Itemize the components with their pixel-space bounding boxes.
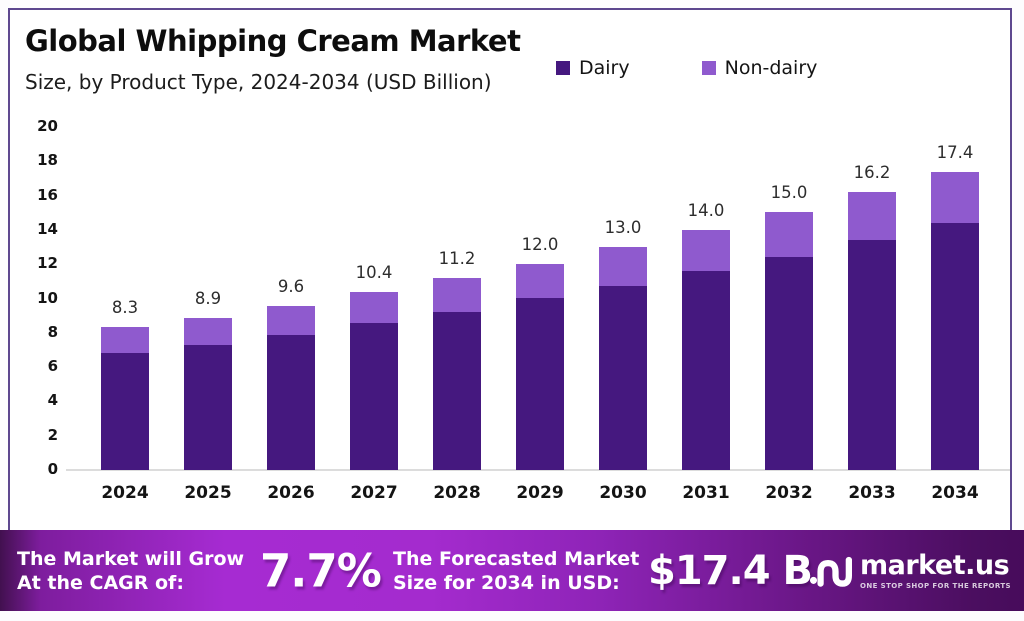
bar-total-label-2034: 17.4 [936,143,974,162]
bar-segment-nondairy-2029 [516,264,564,298]
bar-segment-dairy-2028 [433,312,481,470]
bar-total-label-2024: 8.3 [111,298,139,317]
x-axis-label-2031: 2031 [682,483,730,503]
bar-total-label-2030: 13.0 [604,218,642,237]
bar-segment-dairy-2025 [184,345,232,470]
x-axis-line [66,469,1010,471]
y-axis-tick-16: 16 [37,185,58,204]
bar-total-label-2032: 15.0 [770,183,808,202]
y-axis-tick-8: 8 [47,322,58,341]
forecast-label: The Forecasted Market Size for 2034 in U… [393,547,639,595]
y-axis-tick-12: 12 [37,254,58,273]
brand-tagline: ONE STOP SHOP FOR THE REPORTS [860,581,1011,590]
x-axis-label-2032: 2032 [765,483,813,503]
y-axis-tick-20: 20 [37,117,58,135]
chart-frame-border [8,8,1012,608]
x-axis-label-2028: 2028 [433,483,481,503]
bar-segment-dairy-2024 [101,353,149,470]
bar-segment-dairy-2033 [848,240,896,470]
x-axis-label-2027: 2027 [350,483,398,503]
legend-item-nondairy: Non-dairy [701,57,818,79]
legend: Dairy Non-dairy [556,57,817,79]
x-axis-label-2034: 2034 [931,483,979,503]
forecast-label-line2: Size for 2034 in USD: [393,571,620,594]
dairy-swatch-icon [556,61,570,75]
x-axis-label-2033: 2033 [848,483,896,503]
bar-segment-nondairy-2032 [765,212,813,257]
forecast-label-line1: The Forecasted Market [393,547,640,570]
bar-segment-nondairy-2024 [101,327,149,353]
legend-item-dairy: Dairy [556,57,630,79]
y-axis-tick-6: 6 [47,357,58,376]
x-axis-label-2025: 2025 [184,483,232,503]
brand-name: market.us [860,549,1010,581]
y-axis-tick-4: 4 [47,391,58,410]
brand-text-block: market.us ONE STOP SHOP FOR THE REPORTS [860,549,1011,590]
bar-segment-dairy-2026 [267,335,315,470]
bar-segment-nondairy-2033 [848,192,896,240]
cagr-label-line1: The Market will Grow [17,547,245,570]
x-axis-label-2026: 2026 [267,483,315,503]
x-axis-label-2029: 2029 [516,483,564,503]
bar-total-label-2028: 11.2 [438,249,476,268]
bar-segment-dairy-2034 [931,223,979,470]
y-axis-tick-2: 2 [47,425,58,444]
bar-segment-nondairy-2031 [682,230,730,271]
chart-title: Global Whipping Cream Market [25,24,521,58]
legend-label-nondairy: Non-dairy [724,57,818,79]
y-axis-tick-0: 0 [47,460,58,478]
bar-segment-nondairy-2028 [433,278,481,312]
bar-total-label-2033: 16.2 [853,163,891,182]
bar-segment-nondairy-2026 [267,306,315,335]
bar-segment-dairy-2030 [599,286,647,470]
cagr-label: The Market will Grow At the CAGR of: [17,547,244,595]
cagr-label-line2: At the CAGR of: [17,571,184,594]
bar-segment-dairy-2031 [682,271,730,470]
footer-banner: The Market will Grow At the CAGR of: 7.7… [0,530,1024,611]
bar-segment-dairy-2027 [350,323,398,470]
x-axis-label-2024: 2024 [101,483,149,503]
bar-segment-dairy-2029 [516,298,564,470]
marketus-logo: market.us ONE STOP SHOP FOR THE REPORTS [808,549,1011,593]
bar-total-label-2029: 12.0 [521,235,559,254]
cagr-value: 7.7% [260,544,382,597]
y-axis-tick-14: 14 [37,219,58,238]
nondairy-swatch-icon [701,61,716,75]
bar-total-label-2026: 9.6 [277,277,305,296]
bar-segment-nondairy-2030 [599,247,647,286]
bar-segment-nondairy-2027 [350,292,398,323]
chart-subtitle: Size, by Product Type, 2024-2034 (USD Bi… [25,70,492,94]
bar-total-label-2031: 14.0 [687,201,725,220]
bar-total-label-2025: 8.9 [194,289,222,308]
y-axis-tick-10: 10 [37,288,58,307]
legend-label-dairy: Dairy [579,57,630,79]
bar-segment-nondairy-2034 [931,172,979,223]
y-axis-tick-18: 18 [37,151,58,170]
forecast-value: $17.4 B [648,547,813,594]
bar-segment-nondairy-2025 [184,318,232,345]
bar-total-label-2027: 10.4 [355,263,393,282]
marketus-logo-mark-icon [809,556,852,587]
bar-segment-dairy-2032 [765,257,813,470]
x-axis-label-2030: 2030 [599,483,647,503]
